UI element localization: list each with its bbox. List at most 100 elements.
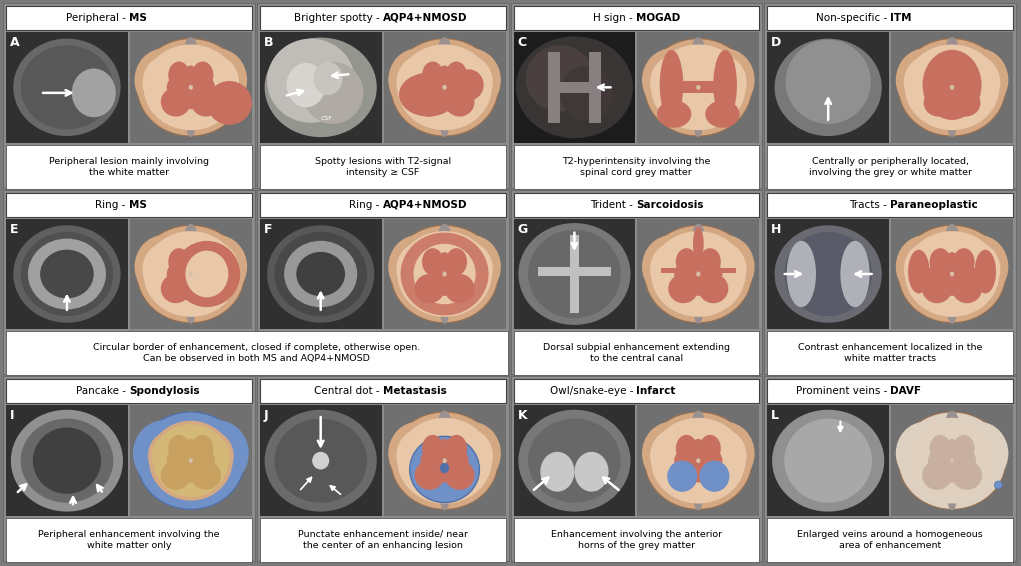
Ellipse shape <box>181 66 200 109</box>
Ellipse shape <box>152 434 192 480</box>
Text: ITM: ITM <box>890 13 912 23</box>
Ellipse shape <box>905 231 1000 317</box>
Ellipse shape <box>188 422 247 485</box>
Ellipse shape <box>698 461 728 490</box>
Bar <box>259 405 382 516</box>
Ellipse shape <box>396 55 444 109</box>
Text: Peripheral lesion mainly involving
the white matter: Peripheral lesion mainly involving the w… <box>49 157 209 177</box>
Ellipse shape <box>284 241 357 307</box>
Ellipse shape <box>445 248 467 276</box>
Ellipse shape <box>658 101 691 128</box>
Ellipse shape <box>942 439 962 483</box>
Ellipse shape <box>540 452 575 492</box>
Text: MS: MS <box>129 200 147 209</box>
Bar <box>6 192 252 217</box>
Bar <box>6 518 252 562</box>
Ellipse shape <box>519 223 631 325</box>
Ellipse shape <box>526 45 594 112</box>
Ellipse shape <box>669 274 698 303</box>
Text: I: I <box>10 409 14 422</box>
Text: Ring -: Ring - <box>349 200 383 209</box>
Ellipse shape <box>950 235 1009 298</box>
Ellipse shape <box>694 491 702 511</box>
Ellipse shape <box>388 422 447 485</box>
Ellipse shape <box>28 239 106 310</box>
Ellipse shape <box>181 439 200 483</box>
Text: K: K <box>518 409 527 422</box>
Ellipse shape <box>13 38 120 136</box>
Ellipse shape <box>20 232 113 316</box>
Text: E: E <box>10 222 18 235</box>
Ellipse shape <box>192 62 213 89</box>
Ellipse shape <box>951 89 980 117</box>
Bar <box>130 405 252 516</box>
Text: MS: MS <box>129 13 147 23</box>
Ellipse shape <box>135 235 194 298</box>
Text: Tracts -: Tracts - <box>849 200 890 209</box>
Ellipse shape <box>191 87 221 117</box>
Bar <box>767 145 1013 188</box>
Text: A: A <box>10 36 19 49</box>
Ellipse shape <box>33 427 101 494</box>
Ellipse shape <box>388 235 447 298</box>
Ellipse shape <box>898 38 1006 136</box>
Bar <box>259 192 505 217</box>
Ellipse shape <box>391 38 498 136</box>
Ellipse shape <box>975 250 996 294</box>
Ellipse shape <box>667 461 697 492</box>
Ellipse shape <box>775 225 882 323</box>
Ellipse shape <box>442 422 501 485</box>
Bar <box>6 218 128 329</box>
Bar <box>514 405 635 516</box>
Ellipse shape <box>945 224 959 248</box>
Ellipse shape <box>950 48 1009 112</box>
Ellipse shape <box>440 118 449 137</box>
Bar <box>514 518 760 562</box>
Ellipse shape <box>191 429 239 483</box>
Bar <box>514 192 760 217</box>
Ellipse shape <box>409 436 480 503</box>
Ellipse shape <box>650 55 698 109</box>
Ellipse shape <box>275 419 367 503</box>
Ellipse shape <box>952 461 982 490</box>
Ellipse shape <box>952 55 1001 109</box>
Ellipse shape <box>898 412 1006 509</box>
Ellipse shape <box>674 451 690 470</box>
Ellipse shape <box>388 48 447 112</box>
Ellipse shape <box>950 272 955 276</box>
Ellipse shape <box>435 252 454 296</box>
Text: Central dot -: Central dot - <box>313 387 383 396</box>
Ellipse shape <box>706 101 739 128</box>
Ellipse shape <box>905 45 1000 130</box>
Ellipse shape <box>414 244 476 304</box>
Ellipse shape <box>438 37 451 62</box>
Text: H sign -: H sign - <box>593 13 636 23</box>
Ellipse shape <box>772 410 884 512</box>
Ellipse shape <box>929 435 951 462</box>
Ellipse shape <box>40 250 94 298</box>
Ellipse shape <box>166 264 183 284</box>
Ellipse shape <box>185 37 197 62</box>
Ellipse shape <box>444 274 475 303</box>
Bar <box>3 3 255 188</box>
Ellipse shape <box>674 264 690 284</box>
Bar <box>256 190 508 374</box>
Ellipse shape <box>268 38 355 123</box>
Ellipse shape <box>199 78 215 97</box>
Ellipse shape <box>952 242 1001 296</box>
Ellipse shape <box>945 37 959 62</box>
Text: Ring -: Ring - <box>95 200 129 209</box>
Ellipse shape <box>440 463 449 473</box>
Ellipse shape <box>954 248 975 276</box>
Text: Non-specific -: Non-specific - <box>816 13 890 23</box>
Ellipse shape <box>895 422 955 485</box>
Ellipse shape <box>181 252 200 296</box>
Text: F: F <box>263 222 273 235</box>
Bar <box>6 331 507 375</box>
Ellipse shape <box>784 232 872 316</box>
Ellipse shape <box>840 241 870 307</box>
Ellipse shape <box>186 251 229 297</box>
Text: Paraneoplastic: Paraneoplastic <box>890 200 978 209</box>
Text: Circular border of enhancement, closed if complete, otherwise open.
Can be obser: Circular border of enhancement, closed i… <box>93 344 421 363</box>
Ellipse shape <box>302 62 363 124</box>
